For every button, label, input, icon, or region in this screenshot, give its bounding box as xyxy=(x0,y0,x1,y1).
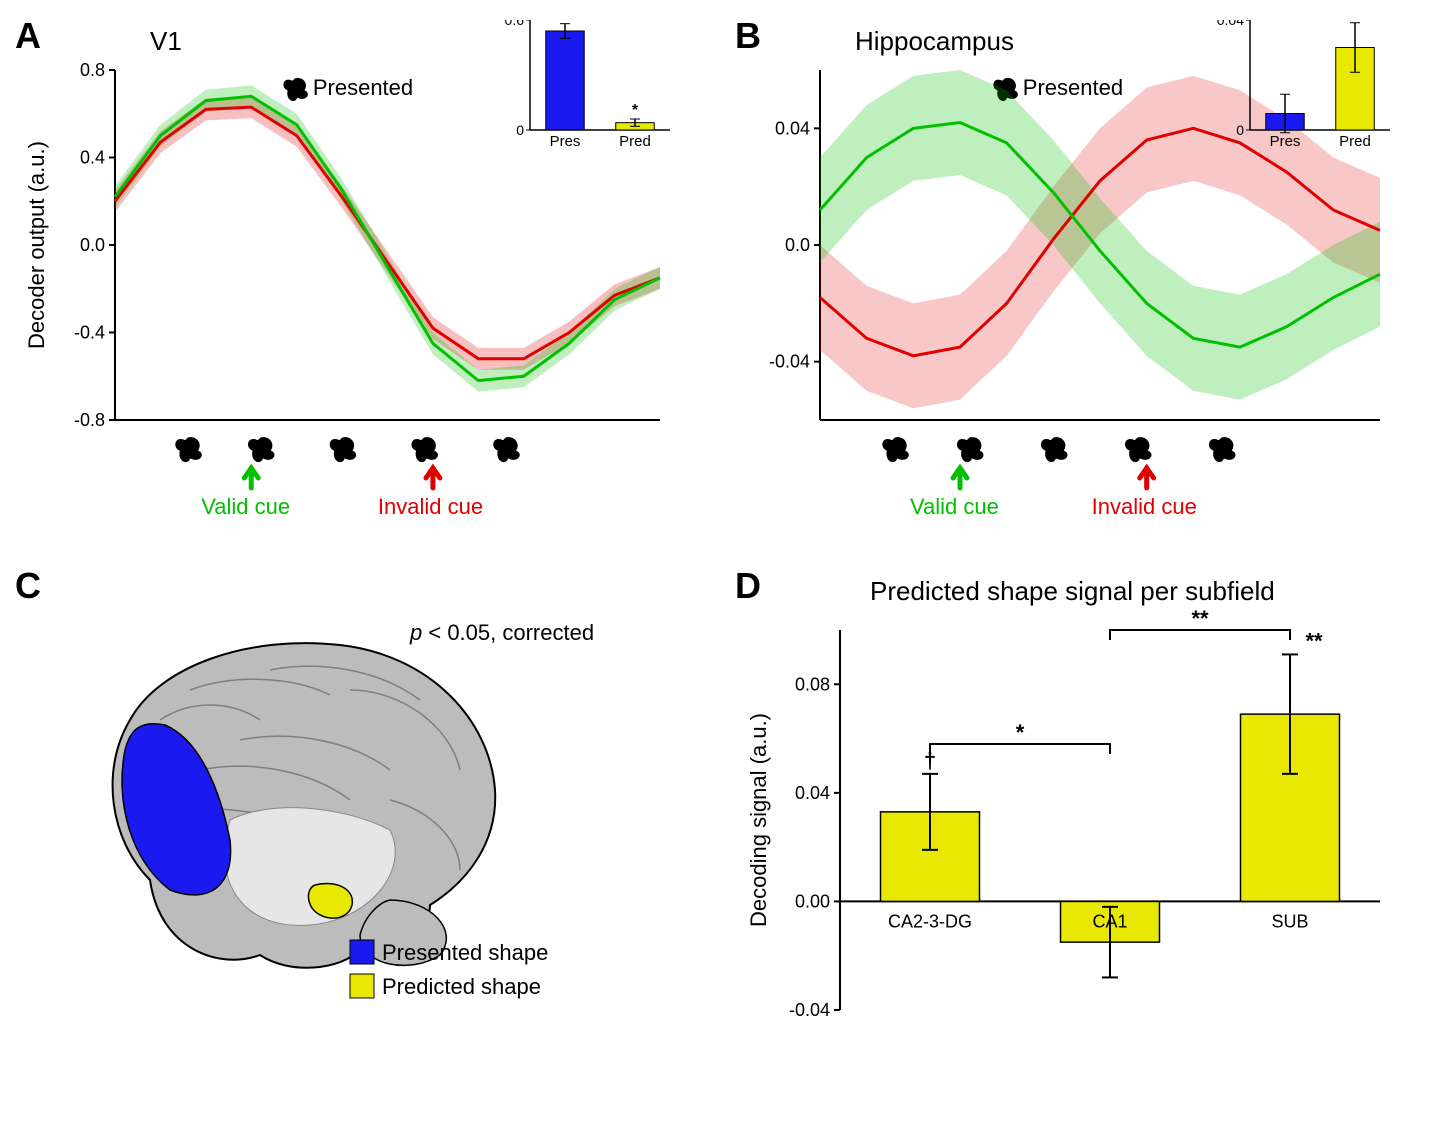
valid-cue-label: Valid cue xyxy=(910,494,999,519)
comparison-bracket xyxy=(930,744,1110,754)
shape-icon xyxy=(1041,437,1067,462)
shape-icon xyxy=(248,437,274,462)
chart-title: Hippocampus xyxy=(855,26,1014,56)
panel-d: D Predicted shape signal per subfield-0.… xyxy=(740,570,1420,1070)
chart-title: V1 xyxy=(150,26,182,56)
ytick-label: -0.04 xyxy=(769,352,810,372)
comparison-bracket xyxy=(1110,630,1290,640)
invalid-cue-label: Invalid cue xyxy=(1092,494,1197,519)
panel-b: B Hippocampus-0.040.00.04PresentedValid … xyxy=(740,20,1420,540)
ytick-label: 0.04 xyxy=(795,783,830,803)
inset-bar-label: Pred xyxy=(619,133,651,150)
inset-ytick: 0.6 xyxy=(505,20,525,28)
panel-a-svg: V1 -0.8 -0.4 0.0 0.4 0.8 Decoder output (a.u.)… xyxy=(20,20,680,540)
valid-band xyxy=(115,85,660,391)
bar-label: CA1 xyxy=(1092,911,1127,931)
inset-bar-label: Pres xyxy=(550,133,581,150)
y-axis-label: Decoding signal (a.u.) xyxy=(746,713,771,927)
presented-label: Presented xyxy=(1023,75,1123,100)
ytick-label: -0.8 xyxy=(74,410,105,430)
panel-d-chart: Predicted shape signal per subfield -0.04… xyxy=(740,570,1420,1070)
shape-icon xyxy=(1209,437,1235,462)
stat-text: p < 0.05, corrected xyxy=(409,620,594,645)
shape-icon xyxy=(493,437,519,462)
shape-icon xyxy=(175,437,201,462)
legend-label: Predicted shape xyxy=(382,974,541,999)
inset-ytick: 0 xyxy=(1236,122,1244,138)
shape-icon xyxy=(957,437,983,462)
panel-d-title: Predicted shape signal per subfield xyxy=(870,576,1275,606)
shape-icon xyxy=(1125,437,1151,462)
invalid-arrow-icon xyxy=(426,468,440,488)
ytick-label: -0.04 xyxy=(789,1000,830,1020)
valid-arrow-icon xyxy=(244,468,258,488)
panel-b-chart: Hippocampus -0.04 0.0 0.04 Presented Valid cu… xyxy=(740,20,1420,540)
panel-c: C p < 0.05, correctedPresented shapePred… xyxy=(20,570,700,1070)
comparison-sig: ** xyxy=(1191,606,1209,631)
panel-a: A V1-0.8-0.40.00.40.8Decoder output (a.u… xyxy=(20,20,700,540)
brain-illustration xyxy=(113,643,496,968)
ytick-label: 0.04 xyxy=(775,118,810,138)
legend-label: Presented shape xyxy=(382,940,548,965)
ytick-label: 0.00 xyxy=(795,891,830,911)
panel-b-svg: Hippocampus -0.04 0.0 0.04 Presented Valid cu… xyxy=(740,20,1400,540)
valid-arrow-icon xyxy=(953,468,967,488)
inset-sig: * xyxy=(632,102,639,119)
ytick-label: 0.0 xyxy=(80,235,105,255)
shape-icon xyxy=(411,437,437,462)
legend-swatch xyxy=(350,940,374,964)
presented-label: Presented xyxy=(313,75,413,100)
y-axis-label: Decoder output (a.u.) xyxy=(24,141,49,349)
ytick-label: 0.8 xyxy=(80,60,105,80)
comparison-sig: * xyxy=(1016,720,1025,745)
invalid-arrow-icon xyxy=(1140,468,1154,488)
bar-label: SUB xyxy=(1271,911,1308,931)
panel-a-chart: V1 -0.8 -0.4 0.0 0.4 0.8 Decoder output (a.u.)… xyxy=(20,20,700,540)
inset-sig: ** xyxy=(1349,20,1362,23)
ytick-label: -0.4 xyxy=(74,323,105,343)
shape-icon xyxy=(330,437,356,462)
ytick-label: 0.4 xyxy=(80,148,105,168)
panel-c-content: p < 0.05, corrected Presented shape Predic… xyxy=(20,570,700,1070)
bar-sig: ** xyxy=(1305,628,1323,653)
valid-cue-label: Valid cue xyxy=(201,494,290,519)
ytick-label: 0.08 xyxy=(795,674,830,694)
inset-bar-label: Pres xyxy=(1270,133,1301,150)
inset-bar xyxy=(546,31,585,130)
ytick-label: 0.0 xyxy=(785,235,810,255)
inset-bar-label: Pred xyxy=(1339,133,1371,150)
invalid-cue-label: Invalid cue xyxy=(378,494,483,519)
figure-grid: A V1-0.8-0.40.00.40.8Decoder output (a.u… xyxy=(20,20,1420,1070)
inset-ytick: 0 xyxy=(516,122,524,138)
shape-icon xyxy=(882,437,908,462)
panel-c-svg: p < 0.05, corrected Presented shape Predic… xyxy=(20,570,680,1070)
bar-label: CA2-3-DG xyxy=(888,911,972,931)
shape-icon xyxy=(283,78,307,101)
inset-sig: ** xyxy=(559,20,572,24)
panel-d-svg: Predicted shape signal per subfield -0.04… xyxy=(740,570,1400,1070)
legend-swatch xyxy=(350,974,374,998)
inset-ytick: 0.04 xyxy=(1217,20,1244,28)
